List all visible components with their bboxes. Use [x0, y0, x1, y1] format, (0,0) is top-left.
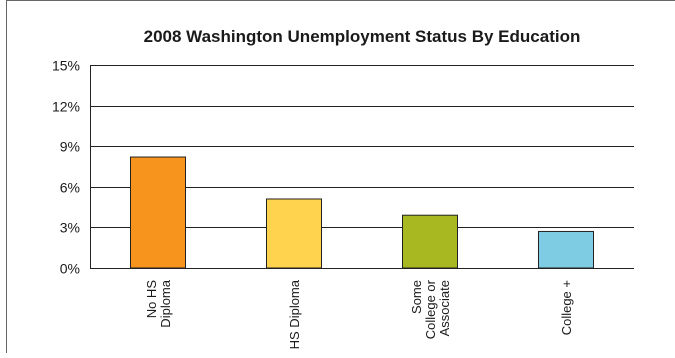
y-tick-label: 9%	[60, 139, 80, 155]
x-tick-label-line: College +	[559, 280, 574, 335]
x-tick-label-line: Diploma	[158, 279, 173, 327]
y-tick-label: 3%	[60, 220, 80, 236]
x-tick-label: HS Diploma	[287, 279, 302, 349]
x-tick-label-line: Associate	[437, 280, 452, 336]
y-tick-label: 0%	[60, 261, 80, 277]
y-tick-label: 12%	[52, 99, 80, 115]
bar	[402, 214, 458, 269]
x-tick-label: Some College or Associate	[409, 279, 452, 339]
x-axis-ticks: No HS Diploma HS Diploma Some College or Asso…	[144, 279, 574, 349]
y-axis-ticks: 0% 3% 6% 9% 12% 15%	[52, 58, 80, 277]
x-tick-label-line: College or	[423, 279, 438, 339]
x-tick-label-line: No HS	[144, 280, 159, 319]
x-tick-label-line: HS Diploma	[287, 279, 302, 349]
bar	[130, 156, 186, 269]
x-tick-label-line: Some	[409, 280, 424, 314]
bar	[538, 230, 594, 269]
bars	[130, 156, 594, 269]
y-tick-label: 6%	[60, 180, 80, 196]
chart-title: 2008 Washington Unemployment Status By E…	[144, 27, 581, 46]
bar	[266, 198, 322, 269]
y-tick-label: 15%	[52, 58, 80, 74]
x-tick-label: No HS Diploma	[144, 279, 173, 327]
x-tick-label: College +	[559, 280, 574, 335]
